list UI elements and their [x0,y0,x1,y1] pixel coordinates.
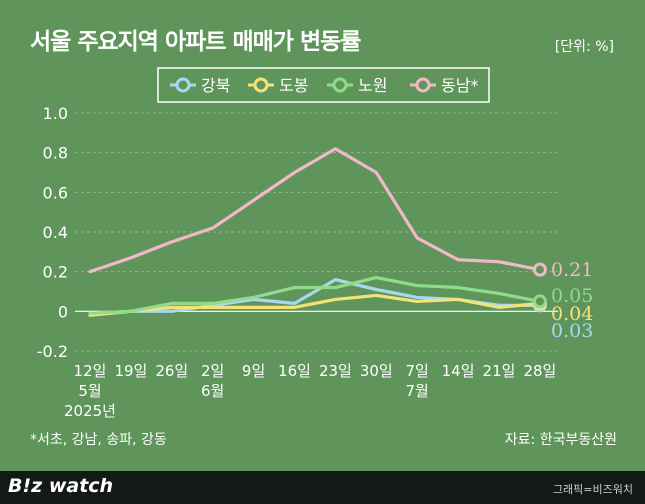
end-value-label: 0.21 [551,259,593,281]
legend-label: 동남* [441,76,478,95]
x-tick-label: 2일 [201,362,224,380]
chart-title: 서울 주요지역 아파트 매매가 변동률 [30,29,361,55]
bizwatch-logo: B!z watch [8,475,114,497]
x-tick-label: 28일 [523,362,556,380]
series-line-도봉 [88,293,542,317]
legend-swatch-marker [415,77,431,93]
y-tick-label: -0.2 [37,342,68,361]
legend-box [157,67,490,103]
legend-swatch-marker [175,77,191,93]
x-tick-label: 2025년 [64,402,116,420]
y-tick-label: 0.4 [43,223,68,242]
legend-swatch-marker [253,77,269,93]
y-tick-label: 0.8 [43,144,68,163]
legend: 강북 도봉 노원 동남* [157,67,490,103]
graphic-credit: 그래픽=비즈워치 [552,483,633,496]
end-value-label: 0.05 [551,285,593,307]
end-marker [532,262,547,277]
end-value-label: 0.04 [551,303,593,325]
y-tick-label: 0.2 [43,263,68,282]
legend-swatch-marker [332,77,348,93]
x-tick-label: 6월 [201,382,224,400]
legend-label: 노원 [358,76,387,95]
x-tick-label: 14일 [442,362,475,380]
y-tick-label: 0 [58,302,68,321]
x-tick-label: 19일 [114,362,147,380]
line-chart: 1.0 0.8 0.6 0.4 0.2 0 -0.2 12일 5월 2025년 19일 26일 2일 6… [37,67,593,420]
series-line-노원 [88,276,542,315]
x-tick-label: 12일 [74,362,107,380]
legend-label: 도봉 [279,76,308,95]
end-value-label: 0.03 [551,320,593,342]
series-lines [88,147,547,317]
y-tick-label: 1.0 [43,104,68,123]
x-tick-label: 9일 [242,362,265,380]
x-tick-label: 5월 [78,382,101,400]
unit-label: [단위: %] [554,39,614,55]
end-labels: 0.030.040.05 0.21 [551,259,593,342]
end-marker [532,294,547,309]
x-tick-label: 30일 [360,362,393,380]
series-line-동남* [88,147,542,274]
x-tick-label: 26일 [155,362,188,380]
footer-bar: B!z watch 그래픽=비즈워치 [0,471,645,504]
x-tick-label: 16일 [278,362,311,380]
x-tick-label: 21일 [483,362,516,380]
legend-label: 강북 [201,76,230,95]
x-tick-label: 23일 [319,362,352,380]
y-tick-label: 0.6 [43,183,68,202]
x-axis-ticks: 12일 5월 2025년 19일 26일 2일 6월 9일 16일 23일 30일 7일 7월 14일 21… [64,362,556,420]
source-note: 자료: 한국부동산원 [504,432,617,448]
x-tick-label: 7월 [406,382,429,400]
y-axis-ticks: 1.0 0.8 0.6 0.4 0.2 0 -0.2 [37,104,68,361]
grid-lines [75,112,558,352]
footnote: *서초, 강남, 송파, 강동 [30,432,167,448]
x-tick-label: 7일 [406,362,429,380]
